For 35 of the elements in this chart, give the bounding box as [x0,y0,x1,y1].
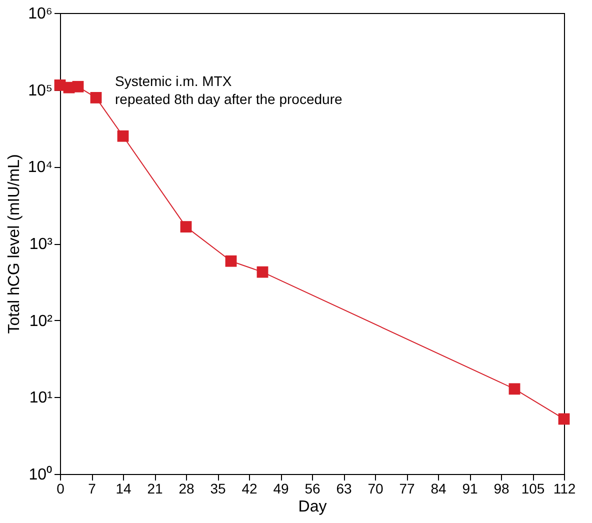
x-tick-label: 0 [56,480,65,496]
x-tick-label: 49 [273,480,289,496]
y-tick-label: 10⁵ [28,82,52,100]
x-tick-label: 98 [494,480,510,496]
point [117,130,129,142]
y-tick-label: 10⁶ [28,6,52,22]
annotation: Systemic i.m. MTX repeated 8th day after the procedure [115,73,342,107]
x-tick-label: 91 [462,480,478,496]
point [180,221,192,232]
y-tick-label: 10² [29,312,54,330]
y-tick-label: 10⁴ [28,159,53,176]
x-tick-label: 7 [88,480,96,496]
y-tick-label: 10³ [29,236,54,253]
x-tick-label: 28 [178,480,194,496]
x-tick-label: 56 [304,480,320,496]
x-tick-label: 63 [336,480,352,496]
x-tick-label: 70 [368,480,384,496]
y-tick-label: 10⁰ [28,466,52,484]
x-tick-label: 35 [210,480,226,496]
x-tick-label: 112 [553,480,576,496]
point [72,80,84,92]
x-tick-label: 84 [430,480,446,496]
y-tick-label: 10¹ [29,390,52,407]
point [225,255,237,267]
x-tick-label: 21 [147,480,163,496]
x-tick-label: 77 [399,480,415,496]
y-axis-title: Total hCG level (mIU/mL) [6,154,23,334]
point [90,92,102,104]
point [256,266,268,278]
x-tick-label: 105 [521,480,545,496]
point [558,413,570,425]
point [508,383,520,395]
x-axis-title: Day [298,498,327,516]
x-tick-label: 14 [116,480,132,496]
x-tick-label: 42 [242,480,258,496]
